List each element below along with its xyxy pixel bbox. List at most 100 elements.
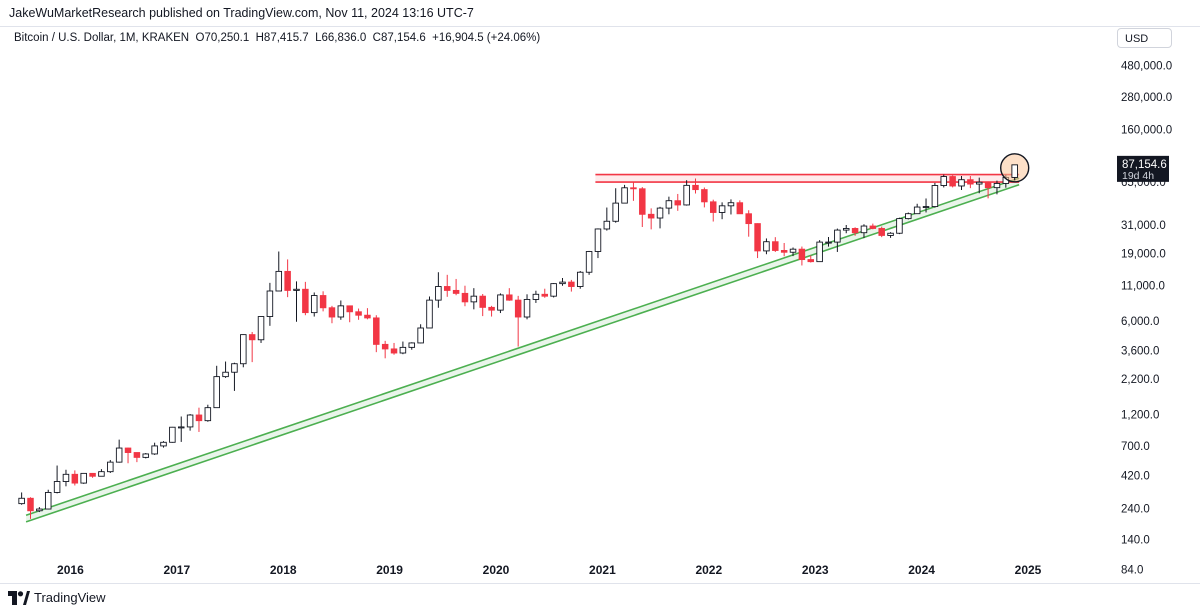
candle-body xyxy=(98,471,105,477)
candle-body xyxy=(133,452,141,458)
candle xyxy=(958,176,965,191)
last-candle-body xyxy=(1011,164,1018,178)
candle-body xyxy=(825,241,832,244)
candle-body xyxy=(506,294,513,301)
candle-body xyxy=(541,293,549,297)
candle-body xyxy=(834,229,841,243)
candle xyxy=(381,340,389,359)
candle-body xyxy=(302,288,309,314)
candle xyxy=(53,465,61,494)
x-tick-label: 2017 xyxy=(163,563,190,577)
candle xyxy=(594,228,602,259)
candle-body xyxy=(346,305,353,313)
candle xyxy=(293,281,300,322)
candle-body xyxy=(36,508,43,512)
last-price-box xyxy=(1117,155,1169,182)
candle-body xyxy=(27,497,34,512)
candle xyxy=(240,334,247,368)
candle xyxy=(204,404,212,422)
candle-body xyxy=(417,327,424,344)
y-tick-label: 19,000.0 xyxy=(1121,249,1166,261)
candle-body xyxy=(204,407,212,422)
candle xyxy=(89,472,96,478)
candle xyxy=(373,315,380,353)
symbol-legend: Bitcoin / U.S. Dollar, 1M, KRAKEN O70,25… xyxy=(14,31,540,45)
candle xyxy=(71,470,79,486)
candle xyxy=(142,452,150,459)
low-value: L66,836.0 xyxy=(315,32,367,44)
candle xyxy=(612,188,619,223)
candle-body xyxy=(213,376,220,409)
candle-body xyxy=(869,225,877,229)
candle xyxy=(674,193,682,211)
candle-body xyxy=(550,283,557,297)
candle xyxy=(842,224,850,234)
candle xyxy=(887,232,894,238)
candle xyxy=(718,202,726,220)
candle xyxy=(825,237,832,247)
candle-body xyxy=(949,176,956,187)
candle-body xyxy=(842,228,850,231)
candle-body xyxy=(177,426,185,429)
candle xyxy=(683,180,690,206)
candle xyxy=(27,497,34,519)
x-tick-label: 2025 xyxy=(1015,563,1042,577)
candle xyxy=(984,181,992,199)
x-axis-ticks: 2016 2017 2018 2019 2020 2021 2022 2023 2024 2025 xyxy=(57,563,1042,577)
candles xyxy=(18,164,1018,519)
candle xyxy=(36,507,43,513)
candle xyxy=(124,447,132,464)
y-tick-label: 1,200.0 xyxy=(1121,410,1159,422)
candle xyxy=(355,308,362,320)
candle-body xyxy=(656,207,664,219)
candle xyxy=(709,199,717,222)
candle xyxy=(231,362,238,391)
candle xyxy=(772,237,779,252)
candle-body xyxy=(124,447,132,453)
candle xyxy=(754,223,761,259)
y-tick-label: 280,000.0 xyxy=(1121,92,1172,104)
candle-body xyxy=(683,184,690,206)
candle-body xyxy=(142,453,150,458)
candle xyxy=(568,279,575,292)
candle-body xyxy=(195,414,203,422)
candle xyxy=(931,182,939,208)
candle-body xyxy=(408,342,416,348)
currency-button[interactable]: USD xyxy=(1117,28,1172,48)
candle xyxy=(878,226,885,238)
y-tick-label: 160,000.0 xyxy=(1121,124,1172,136)
candle-body xyxy=(789,248,797,253)
chart-frame xyxy=(0,26,1200,584)
x-tick-label: 2020 xyxy=(483,563,510,577)
candle-body xyxy=(807,259,815,263)
y-tick-label: 420.0 xyxy=(1121,471,1150,483)
candle xyxy=(763,238,770,255)
candle xyxy=(328,305,336,324)
candle-body xyxy=(355,311,362,316)
candle xyxy=(44,489,52,510)
candle xyxy=(461,285,469,307)
candle xyxy=(133,452,141,463)
candle-body xyxy=(169,426,176,443)
candle xyxy=(107,459,114,473)
x-tick-label: 2023 xyxy=(802,563,829,577)
candle-body xyxy=(381,343,389,350)
candle-body xyxy=(639,188,646,215)
candle-body xyxy=(461,292,469,303)
candle xyxy=(727,199,735,215)
candle-body xyxy=(337,305,345,318)
candle xyxy=(151,442,158,455)
tradingview-brand[interactable]: TradingView xyxy=(34,590,106,605)
candle-body xyxy=(248,334,256,341)
candle-body xyxy=(257,316,265,341)
support-line-lower xyxy=(25,183,1020,523)
candle-body xyxy=(993,182,1001,189)
candle xyxy=(248,331,256,363)
high-value: H87,415.7 xyxy=(255,32,309,44)
candle xyxy=(452,278,460,296)
tradingview-logo-icon[interactable] xyxy=(8,591,30,605)
candle xyxy=(665,196,673,215)
candle-body xyxy=(913,206,921,215)
candle xyxy=(195,407,203,432)
